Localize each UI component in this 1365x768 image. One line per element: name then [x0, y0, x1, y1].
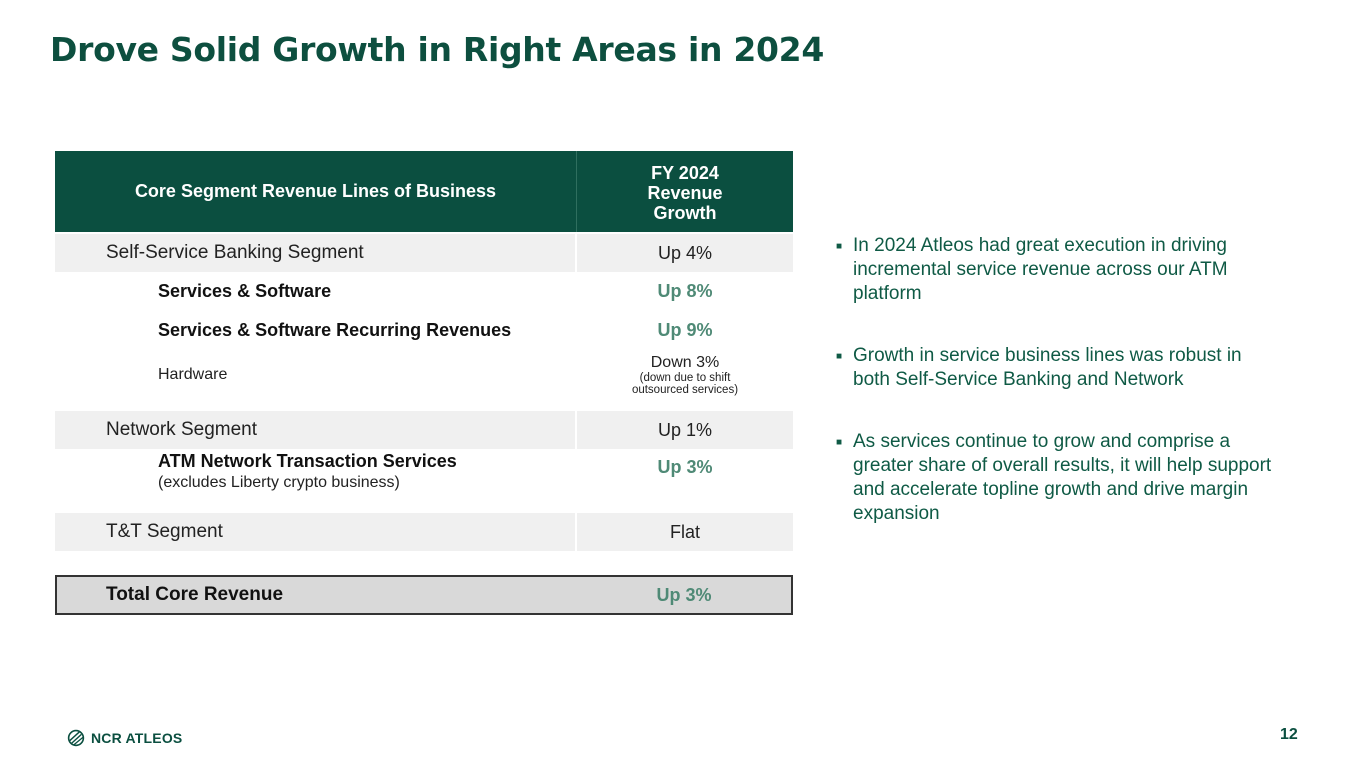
row-label: ATM Network Transaction Services	[158, 451, 457, 471]
table-header: Core Segment Revenue Lines of Business F…	[55, 151, 793, 232]
row-note: (down due to shift	[639, 372, 731, 384]
total-value: Up 3%	[656, 584, 712, 605]
table-row: Services & Software Up 8%	[55, 272, 793, 311]
logo-text: NCR ATLEOS	[91, 730, 183, 746]
bullet-item: ■ Growth in service business lines was r…	[836, 344, 1276, 392]
row-label-group: ATM Network Transaction Services (exclud…	[55, 449, 577, 513]
slide-title: Drove Solid Growth in Right Areas in 202…	[50, 30, 824, 69]
row-label: T&T Segment	[55, 513, 577, 551]
row-value: Up 8%	[657, 281, 713, 301]
row-label: Hardware	[158, 366, 228, 383]
page-number: 12	[1280, 726, 1298, 743]
total-label: Total Core Revenue	[106, 584, 284, 605]
key-points-list: ■ In 2024 Atleos had great execution in …	[836, 234, 1276, 564]
bullet-item: ■ As services continue to grow and compr…	[836, 430, 1276, 526]
bullet-square-icon: ■	[836, 437, 843, 448]
bullet-square-icon: ■	[836, 351, 843, 362]
bullet-item: ■ In 2024 Atleos had great execution in …	[836, 234, 1276, 306]
row-label: Services & Software Recurring Revenues	[158, 320, 512, 340]
table-row: Self-Service Banking Segment Up 4%	[55, 234, 793, 272]
table-row: ATM Network Transaction Services (exclud…	[55, 449, 793, 513]
company-logo: NCR ATLEOS	[67, 729, 182, 747]
table-row: Network Segment Up 1%	[55, 411, 793, 449]
row-value: Up 9%	[657, 320, 713, 340]
row-value: Up 4%	[577, 234, 793, 272]
bullet-square-icon: ■	[836, 241, 843, 252]
header-revenue-growth: FY 2024 Revenue Growth	[577, 151, 793, 232]
row-label: Self-Service Banking Segment	[55, 234, 577, 272]
revenue-growth-table: Core Segment Revenue Lines of Business F…	[55, 151, 793, 615]
row-value: Flat	[577, 513, 793, 551]
row-value: Down 3%	[650, 354, 720, 371]
table-row: Hardware Down 3% (down due to shift outs…	[55, 350, 793, 400]
table-row: Services & Software Recurring Revenues U…	[55, 311, 793, 350]
total-row: Total Core Revenue Up 3%	[55, 575, 793, 615]
bullet-text: Growth in service business lines was rob…	[853, 345, 1242, 390]
row-value: Up 3%	[657, 457, 713, 477]
row-note: outsourced services)	[631, 384, 739, 396]
row-label: Services & Software	[158, 281, 332, 301]
header-revenue-growth-text: FY 2024 Revenue Growth	[647, 162, 723, 223]
row-value: Up 1%	[577, 411, 793, 449]
globe-icon	[67, 729, 85, 747]
row-sublabel: (excludes Liberty crypto business)	[158, 474, 400, 491]
row-value-group: Down 3% (down due to shift outsourced se…	[577, 350, 793, 400]
header-line-of-business: Core Segment Revenue Lines of Business	[55, 151, 577, 232]
row-label: Network Segment	[55, 411, 577, 449]
bullet-text: As services continue to grow and compris…	[853, 431, 1272, 524]
table-row: T&T Segment Flat	[55, 513, 793, 551]
bullet-text: In 2024 Atleos had great execution in dr…	[853, 235, 1228, 304]
